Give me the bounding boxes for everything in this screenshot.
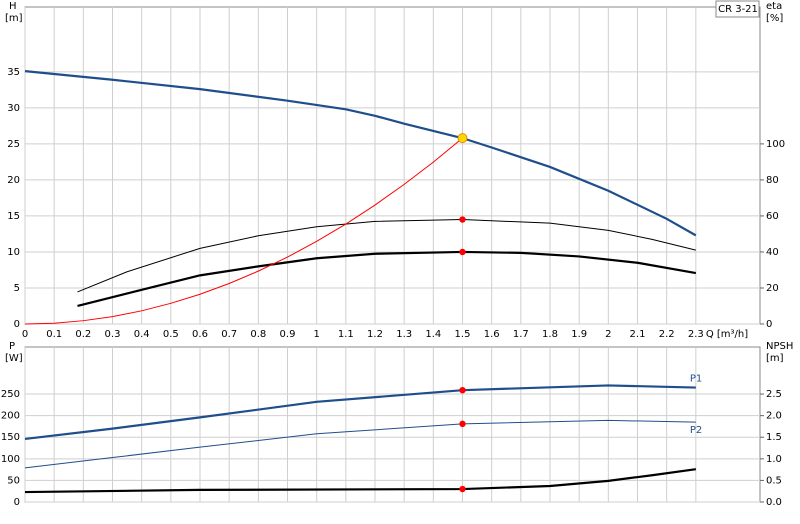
y2-tick-label: 80 bbox=[766, 175, 779, 186]
x-tick-label: 2.2 bbox=[659, 329, 675, 340]
y2-axis-label: NPSH bbox=[766, 341, 793, 352]
x-tick-label: 0.4 bbox=[134, 329, 150, 340]
x-tick-label: 1.3 bbox=[396, 329, 412, 340]
x-tick-label: 0.9 bbox=[280, 329, 296, 340]
x-tick-label: 0.7 bbox=[221, 329, 237, 340]
operating-point bbox=[457, 133, 468, 144]
y-tick-label: 200 bbox=[1, 411, 20, 422]
y2-tick-label: 40 bbox=[766, 247, 779, 258]
x-tick-label: 1.2 bbox=[367, 329, 383, 340]
y-axis-unit: [W] bbox=[5, 353, 23, 364]
y-tick-label: 30 bbox=[7, 103, 20, 114]
y-tick-label: 20 bbox=[7, 175, 20, 186]
y-tick-label: 10 bbox=[7, 247, 20, 258]
series-line bbox=[24, 419, 696, 469]
operating-point bbox=[459, 386, 466, 394]
y2-tick-label: 0.0 bbox=[766, 497, 782, 508]
x-tick-label: 0.5 bbox=[163, 329, 179, 340]
title-box bbox=[715, 0, 760, 18]
series-line bbox=[77, 219, 696, 293]
x-tick-label: 2.1 bbox=[630, 329, 646, 340]
y-axis-label: P bbox=[9, 341, 15, 352]
y-tick-label: 25 bbox=[7, 139, 20, 150]
x-tick-label: 1.8 bbox=[542, 329, 558, 340]
y2-tick-label: 0.5 bbox=[766, 475, 782, 486]
x-tick-label: 2.3 bbox=[688, 329, 704, 340]
y2-tick-label: 1.5 bbox=[766, 432, 782, 443]
y2-tick-label: 100 bbox=[766, 139, 785, 150]
y2-tick-label: 1.0 bbox=[766, 454, 782, 465]
series-line bbox=[77, 250, 697, 308]
series-line bbox=[24, 70, 697, 237]
series-label: P1 bbox=[690, 374, 702, 385]
y-tick-label: 5 bbox=[14, 283, 20, 294]
y-tick-label: 150 bbox=[1, 432, 20, 443]
operating-point bbox=[459, 485, 466, 493]
y2-axis-unit: [m] bbox=[766, 353, 784, 364]
y2-axis-label: eta bbox=[766, 1, 782, 12]
series-line bbox=[24, 137, 463, 325]
plot-area bbox=[24, 6, 761, 325]
chart-title: CR 3-21 bbox=[718, 4, 758, 15]
y-tick-label: 50 bbox=[7, 475, 20, 486]
x-tick-label: 1.6 bbox=[484, 329, 500, 340]
x-tick-label: 1.5 bbox=[455, 329, 471, 340]
y2-tick-label: 20 bbox=[766, 283, 779, 294]
operating-point bbox=[459, 420, 466, 428]
y2-tick-label: 2.5 bbox=[766, 389, 782, 400]
x-tick-label: 0.3 bbox=[105, 329, 121, 340]
y2-tick-label: 2.0 bbox=[766, 411, 782, 422]
series-line bbox=[24, 468, 696, 494]
x-tick-label: 0.6 bbox=[192, 329, 208, 340]
y-tick-label: 0 bbox=[14, 497, 20, 508]
x-tick-label: 0 bbox=[22, 329, 28, 340]
series-label: P2 bbox=[690, 425, 702, 436]
x-tick-label: 1.7 bbox=[513, 329, 529, 340]
y-tick-label: 35 bbox=[7, 67, 20, 78]
y2-tick-label: 0 bbox=[766, 319, 772, 330]
y-axis-unit: [m] bbox=[5, 13, 23, 24]
x-tick-label: 1.1 bbox=[338, 329, 354, 340]
y2-axis-unit: [%] bbox=[766, 13, 783, 24]
x-tick-label: 0.1 bbox=[46, 329, 62, 340]
operating-point bbox=[459, 216, 466, 223]
y-tick-label: 0 bbox=[14, 319, 20, 330]
x-tick-label: 1.9 bbox=[571, 329, 587, 340]
x-tick-label: 1 bbox=[313, 329, 319, 340]
y2-tick-label: 60 bbox=[766, 211, 779, 222]
y-tick-label: 100 bbox=[1, 454, 20, 465]
y-axis-label: H bbox=[9, 1, 17, 12]
x-tick-label: 0.2 bbox=[75, 329, 91, 340]
x-tick-label: 0.8 bbox=[250, 329, 266, 340]
x-tick-label: 1.4 bbox=[425, 329, 441, 340]
operating-point bbox=[459, 248, 466, 256]
plot-area bbox=[24, 346, 761, 503]
y-tick-label: 15 bbox=[7, 211, 20, 222]
x-tick-label: 2 bbox=[605, 329, 611, 340]
y-tick-label: 250 bbox=[1, 389, 20, 400]
series-line bbox=[24, 384, 696, 441]
x-axis-label: Q [m³/h] bbox=[706, 329, 748, 340]
